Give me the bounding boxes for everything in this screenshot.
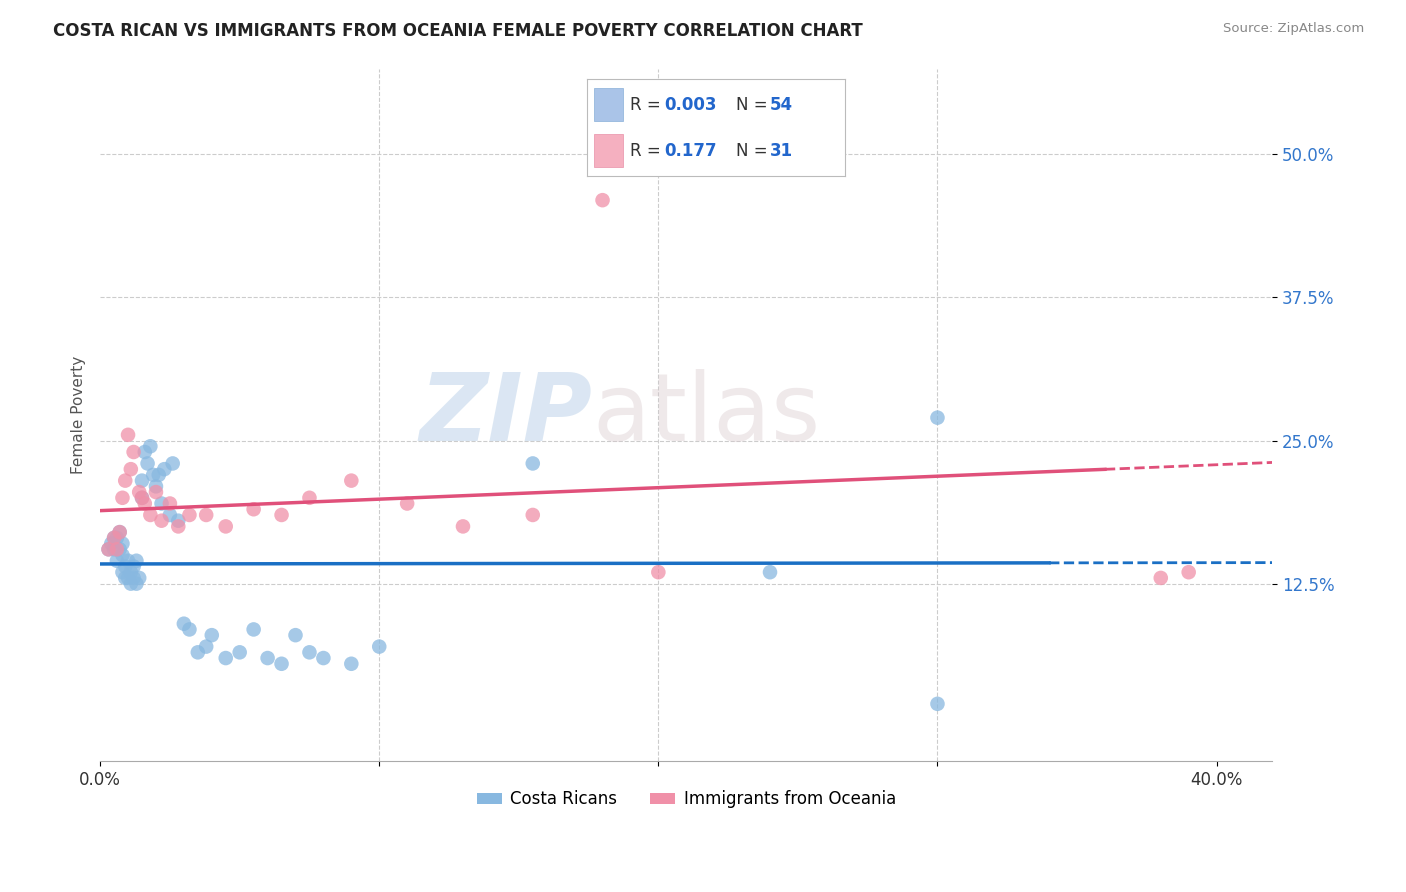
Point (270, 657, 292, 671)
Point (103, 531, 125, 545)
Point (396, 496, 419, 510)
Point (114, 559, 136, 574)
Point (167, 519, 190, 533)
Point (179, 508, 201, 522)
Point (759, 565, 782, 579)
Point (242, 623, 264, 637)
Point (117, 554, 139, 568)
Text: Source: ZipAtlas.com: Source: ZipAtlas.com (1223, 22, 1364, 36)
Point (97, 542, 120, 557)
Point (195, 640, 218, 654)
Point (122, 571, 145, 585)
Point (114, 474, 136, 488)
Point (108, 542, 131, 557)
Point (592, 193, 614, 207)
Point (927, 410, 949, 425)
Point (111, 491, 134, 505)
Point (173, 616, 195, 631)
Point (1177, 565, 1199, 579)
Point (340, 657, 363, 671)
Point (340, 474, 363, 488)
Point (108, 525, 131, 540)
Point (117, 427, 139, 442)
Point (111, 548, 134, 562)
Point (120, 576, 142, 591)
Point (139, 439, 162, 453)
Point (195, 508, 218, 522)
Point (136, 457, 159, 471)
Text: atlas: atlas (592, 368, 821, 461)
Point (131, 491, 153, 505)
Point (97, 542, 120, 557)
Point (148, 467, 170, 482)
Point (522, 508, 544, 522)
Point (647, 565, 669, 579)
Point (162, 457, 184, 471)
Point (117, 571, 139, 585)
Point (105, 531, 128, 545)
Point (451, 519, 474, 533)
Point (105, 554, 128, 568)
Point (256, 651, 278, 665)
Point (187, 645, 209, 659)
Text: COSTA RICAN VS IMMIGRANTS FROM OCEANIA FEMALE POVERTY CORRELATION CHART: COSTA RICAN VS IMMIGRANTS FROM OCEANIA F… (53, 22, 863, 40)
Point (105, 542, 128, 557)
Point (100, 536, 122, 550)
Point (134, 496, 156, 510)
Point (111, 536, 134, 550)
Point (120, 462, 142, 476)
Point (108, 525, 131, 540)
Point (298, 491, 321, 505)
Point (927, 697, 949, 711)
Point (128, 571, 150, 585)
Point (201, 628, 224, 642)
Point (122, 445, 145, 459)
Point (242, 502, 264, 516)
Point (103, 531, 125, 545)
Point (228, 645, 250, 659)
Point (153, 462, 176, 476)
Point (103, 542, 125, 557)
Point (131, 474, 153, 488)
Point (167, 514, 190, 528)
Point (215, 519, 238, 533)
Point (131, 491, 153, 505)
Point (270, 508, 292, 522)
Point (179, 623, 201, 637)
Point (128, 485, 150, 500)
Point (150, 496, 173, 510)
Point (145, 479, 167, 493)
Point (368, 640, 391, 654)
Point (142, 467, 165, 482)
Point (298, 645, 321, 659)
Point (284, 628, 307, 642)
Point (134, 445, 156, 459)
Point (139, 508, 162, 522)
Point (159, 508, 181, 522)
Point (312, 651, 335, 665)
Point (1150, 571, 1173, 585)
Point (122, 559, 145, 574)
Point (111, 565, 134, 579)
Text: ZIP: ZIP (419, 368, 592, 461)
Legend: Costa Ricans, Immigrants from Oceania: Costa Ricans, Immigrants from Oceania (470, 784, 903, 815)
Point (522, 457, 544, 471)
Point (120, 565, 142, 579)
Y-axis label: Female Poverty: Female Poverty (72, 356, 86, 474)
Point (125, 576, 148, 591)
Point (145, 485, 167, 500)
Point (114, 571, 136, 585)
Point (150, 514, 173, 528)
Point (125, 554, 148, 568)
Point (215, 651, 238, 665)
Point (159, 496, 181, 510)
